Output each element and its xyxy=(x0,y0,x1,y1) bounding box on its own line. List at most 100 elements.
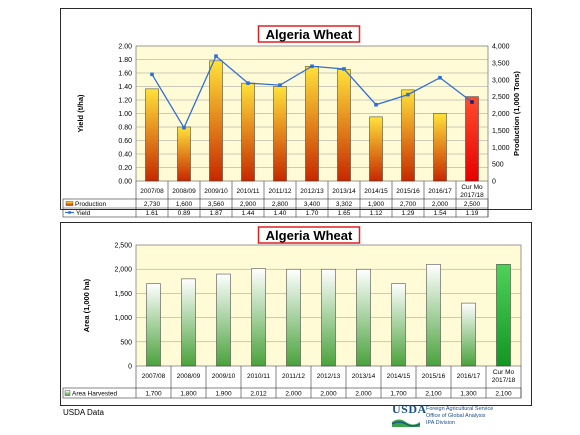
yield-value-label: 1.12 xyxy=(370,210,383,217)
yield-point xyxy=(182,125,186,130)
category-label: 2010/11 xyxy=(236,188,259,195)
y-tick-label: 0.80 xyxy=(118,125,132,132)
usda-logo-text: USDA xyxy=(392,402,427,416)
area-bar xyxy=(286,268,301,367)
production-bar xyxy=(273,86,287,182)
yield-point xyxy=(246,81,250,85)
category-label: 2013/14 xyxy=(352,373,376,380)
y-tick-label: 2,500 xyxy=(114,243,132,250)
production-value-label: 3,302 xyxy=(336,201,353,208)
area-value-label: 1,800 xyxy=(180,391,197,398)
category-label-line1: Cur Mo xyxy=(461,184,483,191)
y2-tick-label: 2,500 xyxy=(492,94,510,101)
area-legend-label: Area Harvested xyxy=(72,391,118,398)
category-label: 2014/15 xyxy=(387,373,411,380)
category-label: 2015/16 xyxy=(396,188,420,195)
yield-point xyxy=(406,92,410,97)
yield-value-label: 1.70 xyxy=(306,210,319,217)
category-label: 2013/14 xyxy=(332,188,356,195)
yield-point xyxy=(470,100,474,104)
category-label: 2008/09 xyxy=(172,188,196,195)
production-value-label: 2,000 xyxy=(432,201,449,208)
source-note: USDA Data xyxy=(63,408,104,417)
y2-tick-label: 500 xyxy=(492,162,504,169)
production-yield-chart: Algeria Wheat 2.00 1.80 1.60 1.40 1.20 1.00 0.8… xyxy=(62,25,521,218)
y2-tick-label: 4,000 xyxy=(492,44,510,51)
yield-legend-label: Yield xyxy=(76,210,91,217)
y-tick-label: 1.00 xyxy=(118,111,132,118)
usda-wave-icon xyxy=(391,419,421,427)
production-bar xyxy=(369,116,383,182)
yield-point xyxy=(438,75,442,80)
category-label: 2009/10 xyxy=(212,373,236,380)
production-legend-label: Production xyxy=(75,201,106,208)
yield-value-label: 0.89 xyxy=(178,210,191,217)
area-legend-swatch xyxy=(64,390,71,396)
production-value-label: 1,900 xyxy=(368,201,385,208)
area-bar xyxy=(391,283,406,367)
chart-title-box xyxy=(257,25,361,43)
y-tick-label: 0.20 xyxy=(118,165,132,172)
production-bar xyxy=(433,113,447,182)
category-label: 2011/12 xyxy=(268,188,291,195)
production-bar xyxy=(241,82,255,182)
production-bar xyxy=(401,89,415,182)
production-bar xyxy=(337,69,351,182)
area-value-label: 1,300 xyxy=(460,391,477,398)
yield-value-label: 1.87 xyxy=(210,210,223,217)
category-label: 2014/15 xyxy=(364,188,388,195)
y-tick-label: 1.40 xyxy=(118,84,132,91)
y-tick-label: 0.40 xyxy=(118,152,132,159)
production-value-label: 2,800 xyxy=(272,201,289,208)
category-label: 2016/17 xyxy=(428,188,452,195)
production-legend-swatch xyxy=(65,201,74,206)
production-yield-chart-panel: Algeria Wheat 2.00 1.80 1.60 1.40 1.20 1.00 0.8… xyxy=(60,8,532,218)
category-label: 2008/09 xyxy=(177,373,201,380)
y-tick-label: 0.00 xyxy=(118,179,132,186)
yield-point xyxy=(342,67,346,71)
y2-tick-label: 1,000 xyxy=(492,145,510,152)
area-value-label: 2,012 xyxy=(250,391,267,398)
y2-tick-label: 3,000 xyxy=(492,77,510,84)
agency-line-1: Foreign Agricultural Service xyxy=(426,406,494,412)
y-tick-label: 1.20 xyxy=(118,98,132,105)
production-bar xyxy=(177,126,191,182)
area-harvested-chart-panel: Algeria Wheat 2,500 2,000 1,500 1,000 500 0 Are… xyxy=(60,222,532,406)
usda-logo-mark: USDA xyxy=(392,402,426,416)
yield-value-label: 1.19 xyxy=(466,210,479,217)
yield-legend-marker xyxy=(68,211,71,214)
category-label: 2016/17 xyxy=(457,373,481,380)
yield-point xyxy=(374,102,378,107)
production-bar xyxy=(465,96,479,182)
category-label-line2: 2017/18 xyxy=(460,192,484,199)
yield-value-label: 1.40 xyxy=(274,210,287,217)
area-bar xyxy=(321,268,336,367)
y-tick-label: 1,000 xyxy=(114,315,132,322)
yield-value-label: 1.61 xyxy=(146,210,159,217)
category-label: 2009/10 xyxy=(204,188,228,195)
yield-value-label: 1.54 xyxy=(434,210,447,217)
yield-value-label: 1.44 xyxy=(242,210,255,217)
production-value-label: 1,600 xyxy=(176,201,193,208)
area-bar xyxy=(181,278,196,367)
area-bar xyxy=(461,302,476,367)
y-axis-title: Yield (t/ha) xyxy=(76,94,85,133)
area-value-label: 2,000 xyxy=(355,391,372,398)
chart-title-area: Algeria Wheat xyxy=(266,228,353,243)
category-label: 2010/11 xyxy=(247,373,270,380)
area-bar xyxy=(251,268,266,367)
area-value-label: 1,700 xyxy=(390,391,407,398)
agency-line-2: Office of Global Analysis xyxy=(426,413,486,419)
y-tick-label: 2,000 xyxy=(114,267,132,274)
y-tick-label: 1.60 xyxy=(118,71,132,78)
y-tick-label: 0.60 xyxy=(118,138,132,145)
y2-tick-label: 1,500 xyxy=(492,128,510,135)
chart-title: Algeria Wheat xyxy=(266,27,353,42)
production-value-label: 3,400 xyxy=(304,201,321,208)
production-value-label: 2,730 xyxy=(144,201,161,208)
production-bar xyxy=(145,88,159,182)
category-label: 2007/08 xyxy=(142,373,166,380)
area-bar xyxy=(426,264,441,367)
y-tick-label: 2.00 xyxy=(118,44,132,51)
y2-tick-label: 0 xyxy=(492,179,496,186)
